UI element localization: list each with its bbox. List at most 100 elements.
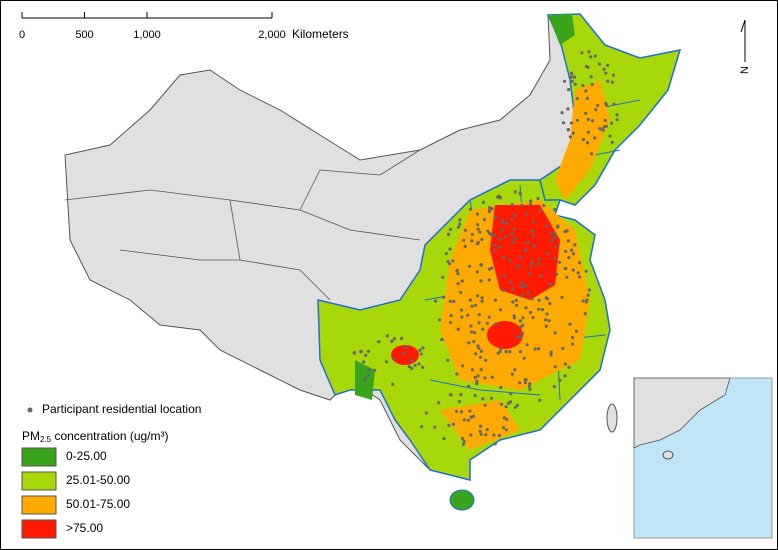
residence-point <box>473 375 477 379</box>
residence-point <box>520 331 525 336</box>
residence-point <box>433 425 437 429</box>
residence-point <box>523 284 527 288</box>
residence-point <box>539 208 543 212</box>
residence-point <box>433 299 438 303</box>
residence-point <box>545 251 549 255</box>
residence-point <box>563 230 567 234</box>
residence-point <box>508 350 512 354</box>
residence-point <box>612 102 616 106</box>
residence-point <box>469 433 473 437</box>
residence-point <box>487 315 491 319</box>
residence-point <box>567 256 571 260</box>
residence-point <box>525 212 529 216</box>
residence-point <box>451 422 455 426</box>
residence-point <box>510 232 514 236</box>
residence-point <box>575 96 579 101</box>
residence-point <box>539 274 543 278</box>
residence-point <box>470 330 474 334</box>
residence-point <box>515 335 519 339</box>
residence-point <box>537 347 541 351</box>
residence-point <box>476 344 480 348</box>
residence-point <box>565 275 569 279</box>
title-subscript: 2.5 <box>40 435 52 444</box>
residence-point <box>421 346 425 350</box>
residence-point <box>515 303 519 307</box>
residence-point <box>581 137 586 142</box>
residence-point <box>488 205 492 210</box>
residence-point <box>448 299 452 303</box>
residence-point <box>572 75 577 79</box>
residence-point <box>593 136 597 140</box>
legend-class-label: 0-25.00 <box>66 449 107 463</box>
province-boundary <box>64 149 421 301</box>
residence-point <box>505 417 509 421</box>
residence-point <box>505 221 509 225</box>
residence-point <box>493 243 497 247</box>
residence-point <box>461 442 466 446</box>
residence-point <box>511 240 515 244</box>
residence-point <box>523 248 527 252</box>
residence-point <box>562 79 567 83</box>
residence-point <box>477 321 481 325</box>
residence-point <box>479 279 483 283</box>
residence-point <box>463 228 467 232</box>
residence-point <box>520 203 524 207</box>
scale-label: 0 <box>19 29 25 41</box>
residence-point <box>479 263 483 267</box>
residence-point <box>518 319 523 323</box>
residence-point <box>473 393 477 398</box>
inset-island <box>662 450 674 460</box>
residence-point <box>520 293 524 298</box>
residence-point <box>462 439 466 443</box>
residence-point <box>589 75 593 79</box>
legend-points-label: Participant residential location <box>42 402 201 416</box>
residence-point <box>594 108 598 112</box>
residence-point <box>596 103 600 107</box>
residence-point <box>597 62 602 66</box>
residence-point <box>532 244 536 248</box>
residence-point <box>560 295 564 299</box>
residence-point <box>499 402 504 406</box>
residence-point <box>352 351 357 355</box>
residence-point <box>519 255 523 259</box>
residence-point <box>569 71 574 75</box>
residence-point <box>577 261 582 265</box>
residence-point <box>518 191 522 195</box>
residence-point <box>523 381 528 385</box>
residence-point <box>504 428 508 432</box>
residence-point <box>576 118 580 122</box>
inset-map <box>633 377 773 539</box>
legend: Participant residential location PM2.5 c… <box>21 402 201 539</box>
basemap <box>64 13 682 511</box>
residence-point <box>549 350 553 354</box>
residence-point <box>604 71 608 75</box>
residence-point <box>482 218 487 222</box>
residence-point <box>448 227 453 231</box>
residence-point <box>530 261 534 265</box>
residence-point <box>513 405 517 409</box>
residence-point <box>513 368 517 372</box>
residence-point <box>566 107 570 111</box>
residence-point <box>459 393 463 397</box>
residence-point <box>413 363 417 367</box>
residence-point <box>493 442 497 446</box>
residence-point <box>513 227 517 231</box>
residence-point <box>501 288 505 292</box>
residence-point <box>469 415 473 419</box>
residence-point <box>467 264 472 268</box>
residence-point <box>478 230 482 234</box>
residence-point <box>553 365 557 369</box>
residence-point <box>421 365 425 369</box>
residence-point <box>549 353 553 357</box>
residence-point <box>615 118 619 122</box>
residence-point <box>573 243 577 247</box>
residence-point <box>470 239 474 243</box>
residence-point <box>502 274 506 278</box>
residence-point <box>456 225 461 229</box>
scale-label: 2,000 <box>258 29 286 41</box>
residence-point <box>458 222 462 226</box>
residence-point <box>545 312 549 316</box>
residence-point <box>581 299 585 303</box>
residence-point <box>480 299 484 303</box>
